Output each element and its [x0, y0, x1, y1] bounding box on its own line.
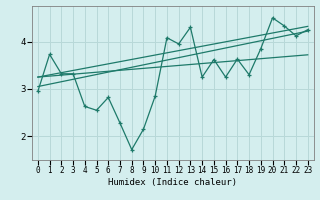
- X-axis label: Humidex (Indice chaleur): Humidex (Indice chaleur): [108, 178, 237, 187]
